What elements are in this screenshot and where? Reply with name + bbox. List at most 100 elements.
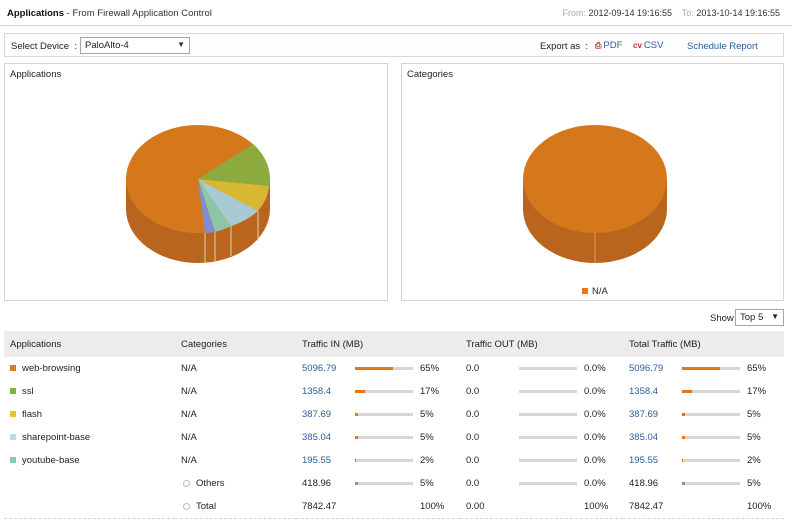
traffic-in-cell: 5096.79 65% xyxy=(296,357,460,380)
legend-swatch xyxy=(582,288,588,295)
to-label: To: xyxy=(681,8,694,18)
chevron-down-icon: ▼ xyxy=(177,40,185,49)
total-label-cell xyxy=(4,495,175,518)
total-traffic-pct: 2% xyxy=(747,455,761,466)
radio-icon[interactable] xyxy=(183,479,190,487)
export-csv-button[interactable]: cv CSV xyxy=(633,40,663,51)
total-traffic-link[interactable]: 5096.79 xyxy=(629,363,664,374)
traffic-in-pct: 2% xyxy=(420,455,434,466)
traffic-out-cell: 0.0 0.0% xyxy=(460,357,623,380)
schedule-report-link[interactable]: Schedule Report xyxy=(687,41,758,52)
applications-table: Applications Categories Traffic IN (MB) … xyxy=(4,331,784,519)
category-cell: N/A xyxy=(181,432,197,443)
show-select[interactable]: Top 5 ▼ xyxy=(735,309,784,326)
category-cell: N/A xyxy=(181,455,197,466)
total-traffic-cell: 195.55 2% xyxy=(623,449,784,472)
traffic-in-cell: 1358.4 17% xyxy=(296,380,460,403)
total-traffic-link[interactable]: 1358.4 xyxy=(629,386,659,397)
csv-label: CSV xyxy=(643,40,664,51)
traffic-in-pct: 5% xyxy=(420,432,434,443)
total-traffic-link[interactable]: 387.69 xyxy=(629,409,659,420)
traffic-in-link[interactable]: 387.69 xyxy=(302,409,332,420)
traffic-in-pct: 17% xyxy=(420,386,440,397)
traffic-out-pct: 0.0% xyxy=(584,409,606,420)
from-value: 2012-09-14 19:16:55 xyxy=(588,8,673,18)
total-traffic-pct: 100% xyxy=(747,500,772,512)
category-cell: N/A xyxy=(181,363,197,374)
traffic-out-pct: 0.0% xyxy=(584,455,606,466)
bar-spacer xyxy=(682,505,740,508)
traffic-in-cell: 418.96 5% xyxy=(296,472,460,495)
traffic-in-link[interactable]: 195.55 xyxy=(302,455,332,466)
app-name: youtube-base xyxy=(22,455,80,466)
app-name: web-browsing xyxy=(22,363,81,374)
table-row: flash N/A 387.69 5% 0.0 0.0% 387.69 5% xyxy=(4,403,784,426)
app-cell: flash xyxy=(4,403,175,426)
col-applications[interactable]: Applications xyxy=(10,338,62,350)
app-cell: ssl xyxy=(4,380,175,403)
total-traffic-cell: 385.04 5% xyxy=(623,426,784,449)
traffic-in-link[interactable]: 5096.79 xyxy=(302,363,337,374)
radio-icon[interactable] xyxy=(183,502,190,510)
col-total-traffic[interactable]: Total Traffic (MB) xyxy=(629,338,701,350)
categories-pie-chart xyxy=(523,125,667,263)
category-cell: N/A xyxy=(181,409,197,420)
traffic-in-link[interactable]: 385.04 xyxy=(302,432,332,443)
traffic-out-value: 0.0 xyxy=(466,478,480,489)
traffic-out-pct: 0.0% xyxy=(584,386,606,397)
total-traffic-cell: 5096.79 65% xyxy=(623,357,784,380)
traffic-in-link[interactable]: 1358.4 xyxy=(302,386,332,397)
total-traffic-cell: 7842.47 100% xyxy=(623,495,784,518)
traffic-bar xyxy=(355,458,413,462)
traffic-in-pct: 100% xyxy=(420,500,445,512)
traffic-bar xyxy=(355,366,413,370)
traffic-bar xyxy=(682,389,740,393)
traffic-bar xyxy=(519,435,577,439)
traffic-out-cell: 0.0 0.0% xyxy=(460,472,623,495)
bar-spacer xyxy=(355,505,413,508)
others-row: Others 418.96 5% 0.0 0.0% 418.96 5% xyxy=(4,472,784,495)
to-value: 2013-10-14 19:16:55 xyxy=(696,8,780,18)
traffic-out-cell: 0.0 0.0% xyxy=(460,380,623,403)
legend-swatch-icon xyxy=(10,434,16,441)
traffic-bar xyxy=(519,458,577,462)
col-categories[interactable]: Categories xyxy=(181,338,227,350)
total-traffic-pct: 5% xyxy=(747,432,761,443)
col-traffic-out[interactable]: Traffic OUT (MB) xyxy=(466,338,538,350)
traffic-in-pct: 5% xyxy=(420,478,434,489)
total-label: Total xyxy=(196,500,217,512)
traffic-in-cell: 385.04 5% xyxy=(296,426,460,449)
total-traffic-link[interactable]: 385.04 xyxy=(629,432,659,443)
traffic-bar xyxy=(682,435,740,439)
table-row: youtube-base N/A 195.55 2% 0.0 0.0% 195.55 2% xyxy=(4,449,784,472)
total-traffic-link[interactable]: 195.55 xyxy=(629,455,659,466)
page-subtitle: - From Firewall Application Control xyxy=(64,8,212,19)
total-traffic-value: 7842.47 xyxy=(629,500,664,512)
traffic-out-cell: 0.00 100% xyxy=(460,495,623,518)
export-label: Export as : xyxy=(540,41,589,52)
col-traffic-in[interactable]: Traffic IN (MB) xyxy=(302,338,364,350)
from-label: From: xyxy=(562,8,586,18)
total-traffic-pct: 65% xyxy=(747,363,767,374)
total-traffic-value: 418.96 xyxy=(629,478,659,489)
total-traffic-pct: 17% xyxy=(747,386,767,397)
traffic-out-value: 0.0 xyxy=(466,455,480,466)
others-label: Others xyxy=(196,478,225,489)
page-title: Applications - From Firewall Application… xyxy=(7,8,212,19)
traffic-in-value: 7842.47 xyxy=(302,500,337,512)
app-name: ssl xyxy=(22,386,34,397)
export-pdf-button[interactable]: ⎙ PDF xyxy=(595,40,622,51)
traffic-out-value: 0.00 xyxy=(466,500,485,512)
traffic-out-cell: 0.0 0.0% xyxy=(460,426,623,449)
show-select-value: Top 5 xyxy=(740,312,764,323)
legend-swatch-icon xyxy=(10,365,16,372)
traffic-bar xyxy=(519,481,577,485)
chevron-down-icon: ▼ xyxy=(771,312,779,321)
app-cell: web-browsing xyxy=(4,357,175,380)
traffic-bar xyxy=(682,366,740,370)
others-name-cell: Others xyxy=(175,472,296,495)
others-label-cell xyxy=(4,472,175,495)
device-select[interactable]: PaloAlto-4 ▼ xyxy=(80,37,190,54)
total-traffic-cell: 387.69 5% xyxy=(623,403,784,426)
total-row: Total 7842.47 100% 0.00 100% 7842.47 100% xyxy=(4,495,784,518)
